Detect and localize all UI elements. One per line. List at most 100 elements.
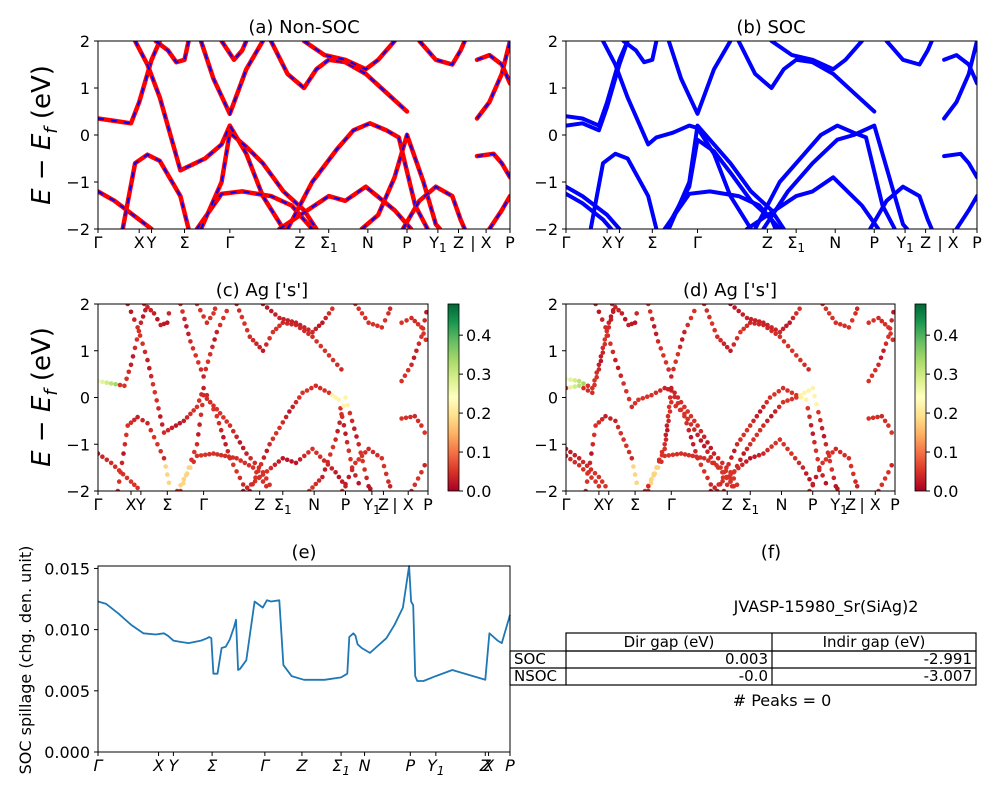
scatter-point bbox=[658, 346, 664, 351]
band-line bbox=[736, 41, 877, 114]
panel-e: (e) SOC spillage (chg. den. unit) 0.015 0… bbox=[16, 542, 515, 778]
scatter-point bbox=[669, 374, 674, 379]
scatter-point bbox=[580, 459, 586, 465]
scatter-point bbox=[608, 317, 614, 322]
scatter-point bbox=[349, 467, 355, 473]
scatter-point bbox=[686, 427, 692, 433]
scatter-point bbox=[196, 360, 201, 365]
scatter-point bbox=[194, 453, 200, 459]
scatter-point bbox=[409, 488, 414, 491]
scatter-point bbox=[596, 420, 602, 425]
scatter-point bbox=[705, 440, 710, 445]
scatter-point bbox=[715, 334, 720, 340]
scatter-point bbox=[596, 309, 602, 315]
scatter-point bbox=[128, 362, 134, 368]
scatter-point bbox=[335, 362, 340, 368]
scatter-point bbox=[632, 401, 638, 406]
scatter-point bbox=[853, 311, 858, 316]
scatter-point bbox=[776, 404, 782, 410]
scatter-point bbox=[211, 406, 216, 412]
y-tick-label: 2 bbox=[548, 295, 558, 314]
scatter-point bbox=[823, 306, 829, 312]
scatter-point bbox=[632, 320, 638, 326]
scatter-point bbox=[134, 337, 140, 342]
scatter-point bbox=[636, 397, 641, 403]
colorbar-tick-label: 0.1 bbox=[933, 443, 958, 462]
scatter-point bbox=[566, 453, 569, 459]
scatter-point bbox=[343, 395, 348, 400]
panel-a-ylabel: E − Ef (eV) bbox=[27, 65, 62, 205]
scatter-point bbox=[792, 456, 798, 461]
scatter-point bbox=[112, 464, 118, 470]
scatter-point bbox=[777, 437, 783, 442]
x-tick-label: Γ bbox=[562, 233, 571, 252]
scatter-point bbox=[362, 467, 367, 472]
scatter-point bbox=[165, 320, 170, 326]
x-tick-label: P bbox=[505, 233, 515, 252]
scatter-point bbox=[646, 304, 651, 307]
scatter-point bbox=[817, 467, 822, 473]
scatter-point bbox=[780, 385, 786, 391]
scatter-point bbox=[257, 344, 263, 350]
band-line-spin-up bbox=[200, 130, 318, 229]
x-tick-label: P bbox=[402, 233, 412, 252]
scatter-point bbox=[186, 465, 192, 470]
plot-area-b: 210−1−2Γ X Y Σ Γ Z Σ1 N P Y1 Z | X P bbox=[534, 32, 982, 255]
x-tick-label: X bbox=[870, 495, 881, 514]
scatter-point bbox=[890, 337, 895, 343]
scatter-point bbox=[238, 458, 243, 463]
scatter-point bbox=[348, 456, 353, 462]
scatter-point bbox=[359, 311, 365, 316]
scatter-point bbox=[682, 329, 687, 335]
scatter-point bbox=[225, 449, 231, 454]
scatter-point bbox=[752, 454, 757, 460]
scatter-point bbox=[277, 315, 282, 321]
scatter-point bbox=[399, 378, 404, 384]
scatter-point bbox=[704, 308, 710, 313]
scatter-point bbox=[603, 484, 608, 489]
scatter-point bbox=[741, 451, 746, 456]
scatter-point bbox=[289, 319, 295, 324]
scatter-point bbox=[728, 348, 733, 354]
scatter-point bbox=[731, 476, 737, 481]
scatter-point bbox=[694, 454, 699, 460]
scatter-point bbox=[615, 424, 621, 430]
scatter-point bbox=[744, 459, 749, 464]
scatter-point bbox=[761, 320, 766, 326]
scatter-point bbox=[653, 390, 659, 396]
scatter-point bbox=[356, 306, 362, 312]
x-tick-label: X bbox=[593, 495, 604, 514]
scatter-point bbox=[810, 385, 816, 391]
scatter-point bbox=[581, 385, 586, 391]
scatter-point bbox=[621, 381, 626, 386]
panel-e-title: (e) bbox=[291, 542, 316, 563]
band-line-spin-up bbox=[361, 131, 441, 229]
scatter-point bbox=[663, 432, 669, 438]
y-tick-label: −1 bbox=[66, 435, 90, 454]
scatter-point bbox=[568, 377, 573, 382]
scatter-point bbox=[161, 456, 167, 461]
peaks-count: # Peaks = 0 bbox=[733, 691, 832, 710]
scatter-point bbox=[135, 325, 140, 330]
scatter-point bbox=[590, 442, 596, 447]
x-tick-label: Γ bbox=[667, 495, 676, 514]
scatter-point bbox=[221, 315, 226, 321]
scatter-point bbox=[386, 311, 391, 316]
scatter-point bbox=[678, 451, 684, 456]
scatter-point bbox=[128, 309, 134, 315]
panel-c: (c) Ag ['s'] E − Ef (eV) 210−1−2Γ X Y Σ Γ Z Σ1… bbox=[27, 280, 491, 517]
scatter-point bbox=[757, 427, 763, 433]
colorbar-tick-label: 0.2 bbox=[933, 404, 958, 423]
scatter-point bbox=[715, 456, 721, 461]
scatter-point bbox=[751, 418, 756, 424]
band-line-spin-up bbox=[196, 190, 313, 229]
scatter-point bbox=[649, 392, 654, 398]
scatter-point bbox=[729, 455, 734, 460]
scatter-point bbox=[882, 476, 888, 481]
scatter-point bbox=[267, 442, 272, 447]
scatter-point bbox=[399, 416, 404, 421]
scatter-point bbox=[280, 320, 286, 326]
scatter-point bbox=[293, 399, 299, 405]
scatter-point bbox=[244, 451, 249, 456]
scatter-point bbox=[888, 331, 893, 336]
